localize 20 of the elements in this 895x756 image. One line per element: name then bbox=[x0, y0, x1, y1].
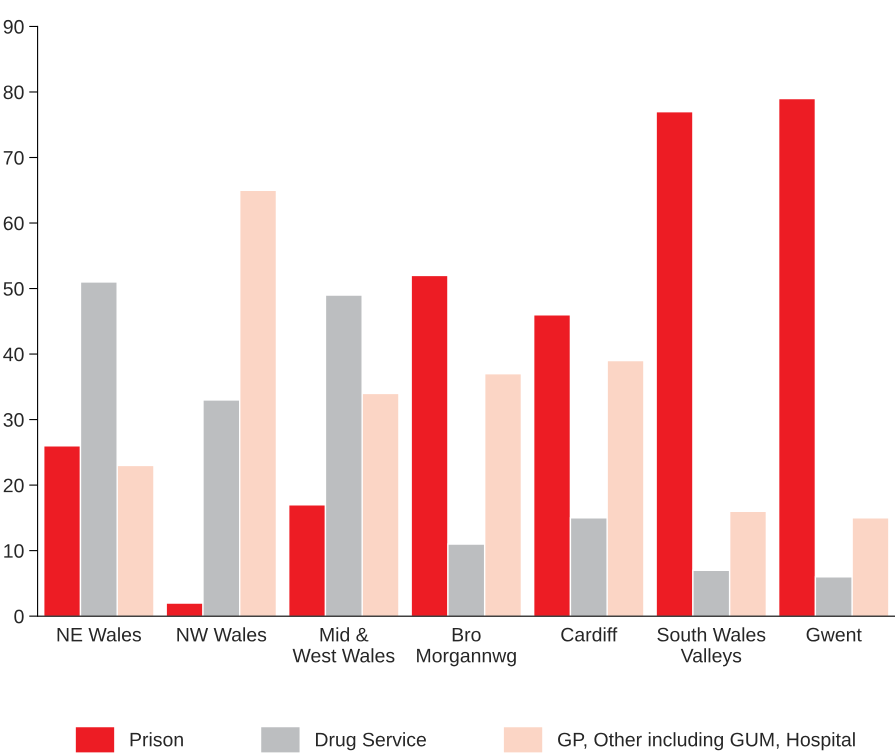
legend-label: GP, Other including GUM, Hospital bbox=[558, 732, 855, 750]
y-tick-label: 90 bbox=[4, 20, 24, 34]
y-tick-label: 50 bbox=[4, 282, 24, 296]
y-tick-label: 10 bbox=[4, 544, 24, 558]
x-tick-label: NW Wales bbox=[177, 627, 266, 642]
y-tick-label: 70 bbox=[4, 150, 24, 165]
y-tick-label: 60 bbox=[4, 216, 24, 230]
x-tick-label: Cardiff bbox=[561, 627, 618, 642]
x-tick-label: Mid & West Wales bbox=[292, 627, 394, 662]
y-tick-label: 80 bbox=[4, 85, 24, 100]
x-tick-label: NE Wales bbox=[58, 627, 141, 642]
legend-label: Prison bbox=[130, 732, 183, 746]
x-tick-label: Gwent bbox=[806, 628, 862, 642]
legend-label: Drug Service bbox=[316, 732, 426, 750]
y-tick-label: 0 bbox=[14, 610, 24, 624]
x-tick-label: Bro Morgannwg bbox=[417, 628, 516, 666]
y-tick-label: 30 bbox=[4, 413, 24, 427]
y-tick-label: 20 bbox=[4, 478, 24, 492]
y-tick-label: 40 bbox=[3, 348, 24, 362]
x-tick-label: South Wales Valleys bbox=[657, 627, 766, 666]
